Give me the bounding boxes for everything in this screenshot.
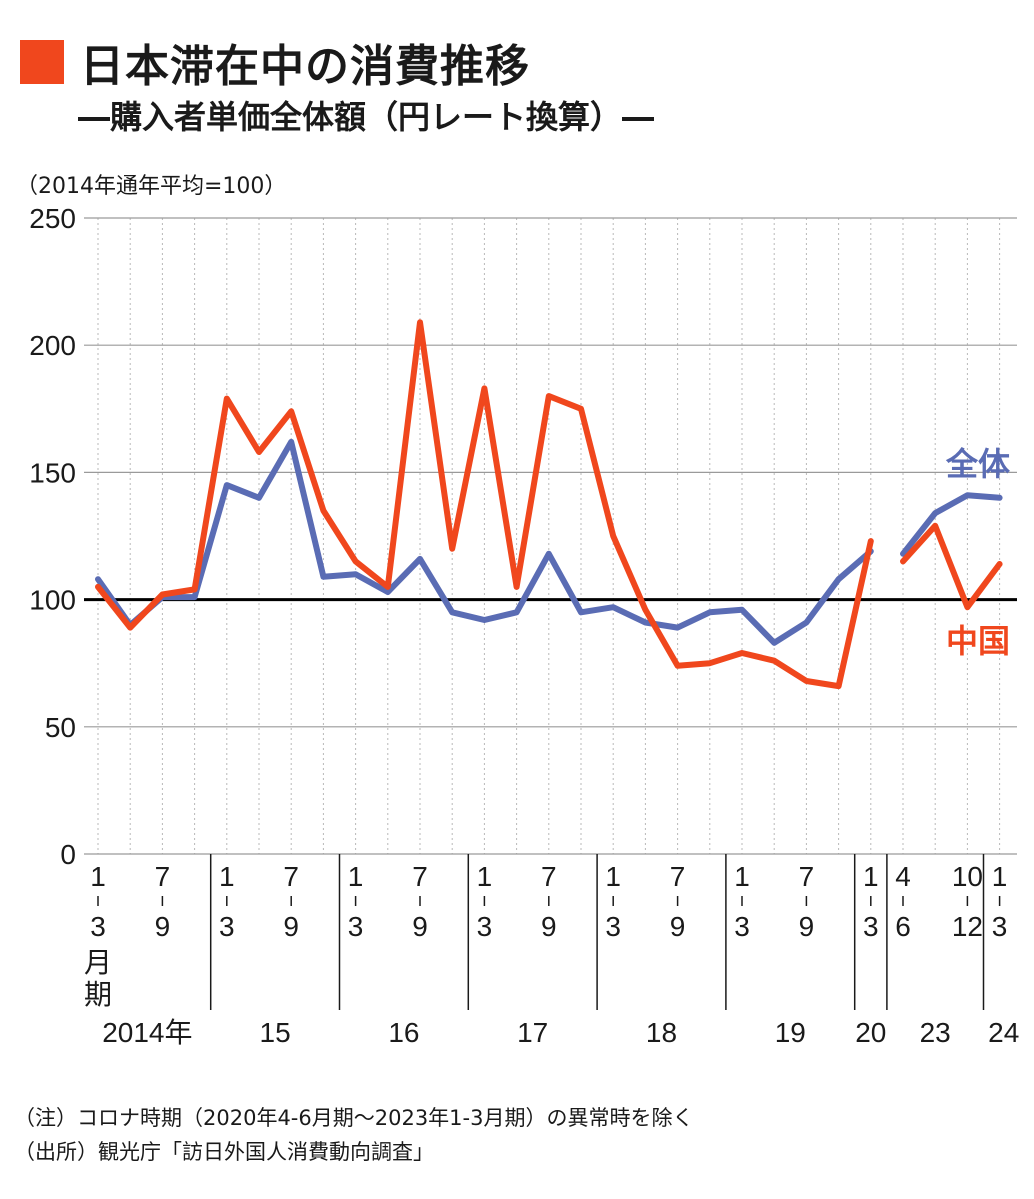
year-label: 20 xyxy=(855,1017,886,1048)
x-tick-label-top: 7 xyxy=(412,861,428,892)
x-tick-label-top: 10 xyxy=(952,861,983,892)
x-tick-label-bottom: 3 xyxy=(477,911,493,942)
note-covid: （注）コロナ時期（2020年4-6月期〜2023年1-3月期）の異常時を除く xyxy=(14,1106,694,1130)
year-label: 23 xyxy=(920,1017,951,1048)
series-line-total-seg1 xyxy=(900,492,1003,557)
x-tick-label-top: 7 xyxy=(799,861,815,892)
title-swatch xyxy=(20,40,64,84)
x-tick-label-top: 1 xyxy=(734,861,750,892)
x-tick-label-bottom: 3 xyxy=(90,911,106,942)
x-tick-label-bottom: 6 xyxy=(895,911,911,942)
x-tick-label-bottom: 9 xyxy=(670,911,686,942)
x-tick-label-bottom: 3 xyxy=(734,911,750,942)
x-tick-label-bottom: 9 xyxy=(799,911,815,942)
x-tick-label-top: 4 xyxy=(895,861,911,892)
year-label: 2014年 xyxy=(102,1017,192,1048)
year-label: 24 xyxy=(988,1017,1019,1048)
series-label-china: 中国 xyxy=(946,623,1010,659)
x-period-suffix: 期 xyxy=(84,979,112,1010)
x-tick-label-top: 7 xyxy=(670,861,686,892)
title-text: 日本滞在中の消費推移 xyxy=(80,41,530,92)
x-tick-label-bottom: 9 xyxy=(283,911,299,942)
x-tick-label-bottom: 9 xyxy=(541,911,557,942)
x-tick-label-bottom: 3 xyxy=(605,911,621,942)
x-tick-label-bottom: 3 xyxy=(348,911,364,942)
chart-subtitle: ―購入者単価全体額（円レート換算）― xyxy=(78,98,655,136)
x-tick-label-bottom: 3 xyxy=(219,911,235,942)
x-tick-label-top: 1 xyxy=(219,861,235,892)
x-tick-label-top: 1 xyxy=(90,861,106,892)
x-tick-label-bottom: 9 xyxy=(412,911,428,942)
y-tick-label: 100 xyxy=(29,585,76,616)
x-tick-label-top: 1 xyxy=(992,861,1008,892)
x-tick-label-bottom: 9 xyxy=(155,911,171,942)
x-tick-label-top: 7 xyxy=(155,861,171,892)
chart-title: 日本滞在中の消費推移 xyxy=(20,32,530,92)
unit-label: （2014年通年平均=100） xyxy=(16,174,287,199)
y-tick-label: 250 xyxy=(29,203,76,234)
x-tick-label-top: 1 xyxy=(348,861,364,892)
series-line-total-seg0 xyxy=(95,438,874,646)
series-line-china-seg0 xyxy=(95,319,874,690)
x-tick-label-bottom: 3 xyxy=(863,911,879,942)
x-tick-label-top: 7 xyxy=(283,861,299,892)
x-tick-label-top: 7 xyxy=(541,861,557,892)
year-label: 19 xyxy=(775,1017,806,1048)
x-tick-label-bottom: 12 xyxy=(952,911,983,942)
x-tick-label-top: 1 xyxy=(477,861,493,892)
y-tick-label: 50 xyxy=(45,712,76,743)
x-period-suffix: 月 xyxy=(84,947,112,978)
x-tick-label-bottom: 3 xyxy=(992,911,1008,942)
y-tick-label: 200 xyxy=(29,330,76,361)
y-tick-label: 150 xyxy=(29,457,76,488)
series-line-china-seg1 xyxy=(900,522,1003,611)
year-label: 16 xyxy=(388,1017,419,1048)
x-tick-label-top: 1 xyxy=(863,861,879,892)
x-tick-label-top: 1 xyxy=(605,861,621,892)
year-label: 17 xyxy=(517,1017,548,1048)
y-tick-label: 0 xyxy=(60,839,76,870)
note-source: （出所）観光庁「訪日外国人消費動向調査」 xyxy=(14,1140,434,1164)
year-label: 15 xyxy=(260,1017,291,1048)
year-label: 18 xyxy=(646,1017,677,1048)
series-label-total: 全体 xyxy=(945,446,1010,482)
